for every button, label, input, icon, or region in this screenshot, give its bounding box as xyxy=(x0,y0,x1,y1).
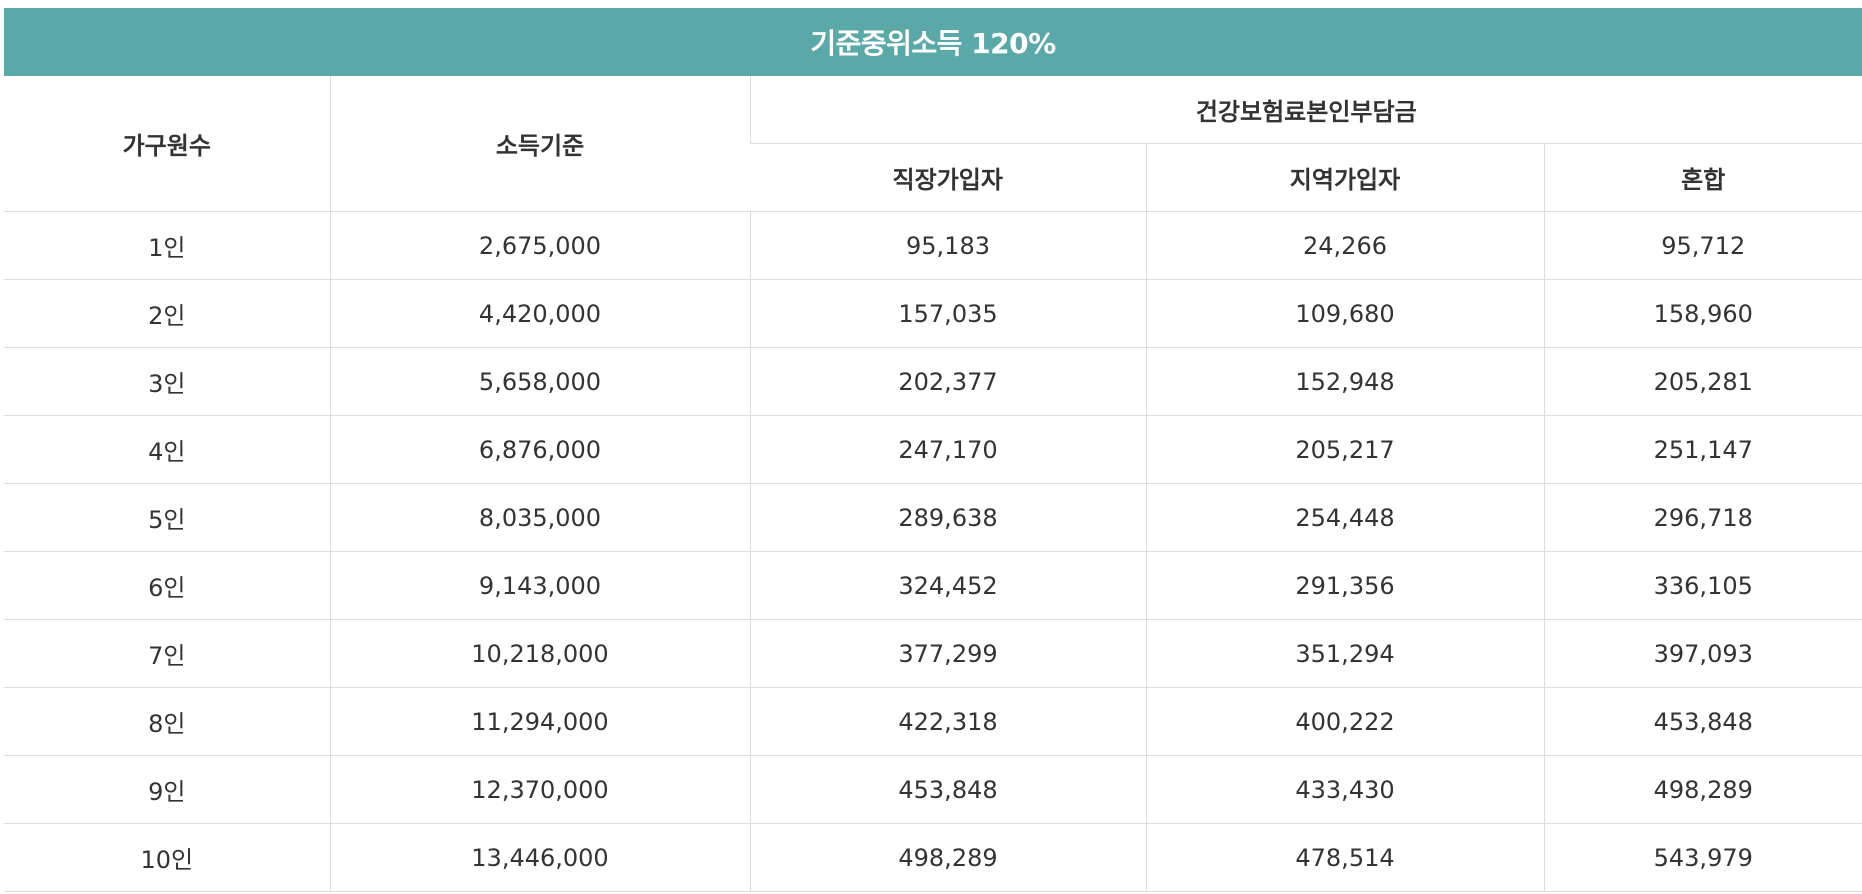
cell-regional: 205,217 xyxy=(1145,415,1544,484)
cell-regional: 291,356 xyxy=(1145,551,1544,620)
cell-mixed: 158,960 xyxy=(1543,279,1862,348)
cell-employee: 453,848 xyxy=(749,755,1146,824)
header-income: 소득기준 xyxy=(329,76,750,212)
table-title: 기준중위소득 120% xyxy=(4,8,1862,76)
table-row: 5인 8,035,000 289,638 254,448 296,718 xyxy=(4,483,1862,552)
cell-income: 9,143,000 xyxy=(329,551,750,620)
cell-regional: 24,266 xyxy=(1145,211,1544,280)
cell-household: 9인 xyxy=(4,755,330,824)
income-table-container: 기준중위소득 120% 가구원수 소득기준 건강보험료본인부담금 직장가입자 지… xyxy=(4,8,1862,892)
table-body: 1인 2,675,000 95,183 24,266 95,712 2인 4,420,000… xyxy=(4,211,1862,892)
cell-regional: 351,294 xyxy=(1145,619,1544,688)
cell-household: 2인 xyxy=(4,279,330,348)
cell-employee: 95,183 xyxy=(749,211,1146,280)
cell-employee: 498,289 xyxy=(749,823,1146,892)
header-household: 가구원수 xyxy=(4,76,330,212)
cell-income: 11,294,000 xyxy=(329,687,750,756)
cell-employee: 422,318 xyxy=(749,687,1146,756)
cell-mixed: 543,979 xyxy=(1543,823,1862,892)
cell-mixed: 453,848 xyxy=(1543,687,1862,756)
cell-employee: 377,299 xyxy=(749,619,1146,688)
cell-regional: 254,448 xyxy=(1145,483,1544,552)
cell-mixed: 205,281 xyxy=(1543,347,1862,416)
cell-employee: 289,638 xyxy=(749,483,1146,552)
cell-income: 4,420,000 xyxy=(329,279,750,348)
cell-household: 4인 xyxy=(4,415,330,484)
cell-household: 1인 xyxy=(4,211,330,280)
table-row: 4인 6,876,000 247,170 205,217 251,147 xyxy=(4,415,1862,484)
cell-income: 5,658,000 xyxy=(329,347,750,416)
table-row: 7인 10,218,000 377,299 351,294 397,093 xyxy=(4,619,1862,688)
table-row: 2인 4,420,000 157,035 109,680 158,960 xyxy=(4,279,1862,348)
table-row: 6인 9,143,000 324,452 291,356 336,105 xyxy=(4,551,1862,620)
header-row-1: 가구원수 소득기준 건강보험료본인부담금 xyxy=(4,76,1862,212)
header-regional: 지역가입자 xyxy=(1145,143,1544,212)
cell-household: 3인 xyxy=(4,347,330,416)
cell-regional: 152,948 xyxy=(1145,347,1544,416)
table-row: 3인 5,658,000 202,377 152,948 205,281 xyxy=(4,347,1862,416)
table-header: 가구원수 소득기준 건강보험료본인부담금 직장가입자 지역가입자 혼합 xyxy=(4,76,1862,212)
header-row-2: 직장가입자 지역가입자 혼합 xyxy=(4,143,1862,212)
cell-income: 13,446,000 xyxy=(329,823,750,892)
cell-household: 5인 xyxy=(4,483,330,552)
cell-mixed: 336,105 xyxy=(1543,551,1862,620)
cell-mixed: 498,289 xyxy=(1543,755,1862,824)
table-row: 9인 12,370,000 453,848 433,430 498,289 xyxy=(4,755,1862,824)
cell-employee: 247,170 xyxy=(749,415,1146,484)
cell-household: 6인 xyxy=(4,551,330,620)
cell-income: 6,876,000 xyxy=(329,415,750,484)
cell-regional: 433,430 xyxy=(1145,755,1544,824)
cell-mixed: 296,718 xyxy=(1543,483,1862,552)
cell-mixed: 251,147 xyxy=(1543,415,1862,484)
table-row: 8인 11,294,000 422,318 400,222 453,848 xyxy=(4,687,1862,756)
cell-household: 7인 xyxy=(4,619,330,688)
table-row: 10인 13,446,000 498,289 478,514 543,979 xyxy=(4,823,1862,892)
table-row: 1인 2,675,000 95,183 24,266 95,712 xyxy=(4,211,1862,280)
income-table: 가구원수 소득기준 건강보험료본인부담금 직장가입자 지역가입자 혼합 1인 2,… xyxy=(4,76,1862,892)
cell-mixed: 95,712 xyxy=(1543,211,1862,280)
cell-employee: 324,452 xyxy=(749,551,1146,620)
cell-mixed: 397,093 xyxy=(1543,619,1862,688)
cell-income: 8,035,000 xyxy=(329,483,750,552)
cell-employee: 202,377 xyxy=(749,347,1146,416)
cell-income: 10,218,000 xyxy=(329,619,750,688)
cell-household: 8인 xyxy=(4,687,330,756)
cell-regional: 109,680 xyxy=(1145,279,1544,348)
header-premium-group: 건강보험료본인부담금 xyxy=(749,76,1862,144)
header-employee: 직장가입자 xyxy=(750,143,1146,212)
cell-regional: 478,514 xyxy=(1145,823,1544,892)
cell-income: 2,675,000 xyxy=(329,211,750,280)
cell-employee: 157,035 xyxy=(749,279,1146,348)
cell-regional: 400,222 xyxy=(1145,687,1544,756)
header-mixed: 혼합 xyxy=(1543,143,1862,212)
cell-household: 10인 xyxy=(4,823,330,892)
cell-income: 12,370,000 xyxy=(329,755,750,824)
